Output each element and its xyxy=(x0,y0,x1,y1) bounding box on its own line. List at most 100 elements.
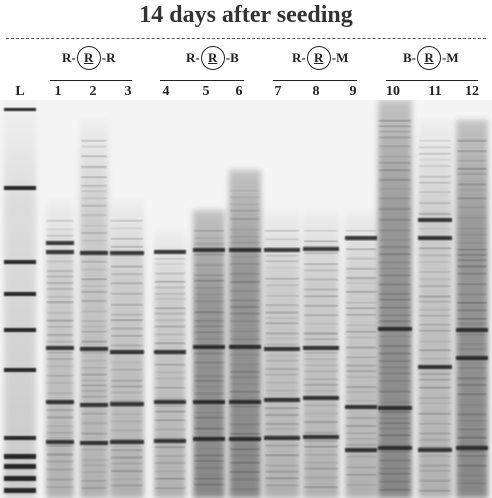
strong-band xyxy=(456,356,488,360)
group-rule-3 xyxy=(273,80,357,81)
group-2-left: R xyxy=(186,50,196,65)
sample-lane-4 xyxy=(154,230,186,498)
strong-band xyxy=(46,346,74,350)
lane-label-7: 7 xyxy=(274,84,282,99)
sample-lane-3 xyxy=(110,200,144,498)
strong-band xyxy=(303,346,339,350)
lane-label-4: 4 xyxy=(162,84,170,99)
strong-band xyxy=(378,446,412,450)
sample-lane-6 xyxy=(229,170,261,498)
strong-band xyxy=(193,437,225,441)
sample-lane-12 xyxy=(456,120,488,498)
ladder-band xyxy=(4,488,36,493)
lane-label-3: 3 xyxy=(124,84,132,99)
strong-band xyxy=(229,400,261,404)
strong-band xyxy=(110,350,144,354)
group-label-3: R- R- M xyxy=(292,46,349,70)
group-4-left: B xyxy=(403,50,412,65)
strong-band xyxy=(456,446,488,450)
group-rule-1 xyxy=(50,80,132,81)
group-4-right: M xyxy=(446,50,459,65)
lane-label-8: 8 xyxy=(312,84,320,99)
strong-band xyxy=(80,441,108,445)
dashed-divider xyxy=(6,38,486,39)
strong-band xyxy=(264,248,300,252)
strong-band xyxy=(80,403,108,407)
strong-band xyxy=(154,400,186,404)
strong-band xyxy=(264,436,300,440)
figure-title: 14 days after seeding xyxy=(139,2,353,28)
sample-lane-1 xyxy=(46,200,74,498)
strong-band xyxy=(110,440,144,444)
sample-lane-9 xyxy=(345,210,377,498)
strong-band xyxy=(345,448,377,452)
strong-band xyxy=(154,350,186,354)
strong-band xyxy=(418,236,452,240)
lane-label-9: 9 xyxy=(349,84,357,99)
strong-band xyxy=(229,248,261,252)
ladder-lane xyxy=(4,100,36,498)
sample-lane-2 xyxy=(80,120,108,498)
lane-label-5: 5 xyxy=(202,84,210,99)
strong-band xyxy=(418,365,452,369)
strong-band xyxy=(303,396,339,400)
strong-band xyxy=(193,248,225,252)
sample-lane-5 xyxy=(193,210,225,498)
gel-lanes xyxy=(4,100,488,498)
group-4-mid: R xyxy=(417,46,442,70)
strong-band xyxy=(110,251,144,255)
strong-band xyxy=(80,347,108,351)
lane-label-12: 12 xyxy=(465,84,479,99)
ladder-band xyxy=(4,464,36,469)
group-3-right: M xyxy=(336,50,349,65)
group-rule-4 xyxy=(386,80,478,81)
group-2-mid: R xyxy=(200,46,225,70)
strong-band xyxy=(378,327,412,331)
strong-band xyxy=(46,241,74,245)
group-label-2: R- R- B xyxy=(186,46,239,70)
gel-electrophoresis-image xyxy=(0,100,492,498)
ladder-band xyxy=(4,436,36,440)
strong-band xyxy=(345,236,377,240)
ladder-band xyxy=(4,368,36,372)
strong-band xyxy=(345,405,377,409)
group-rule-2 xyxy=(160,80,244,81)
group-3-left: R xyxy=(292,50,302,65)
strong-band xyxy=(418,218,452,222)
ladder-band xyxy=(4,454,36,459)
group-1-mid: R xyxy=(76,46,101,70)
ladder-band xyxy=(4,476,36,481)
group-1-right: R xyxy=(106,50,116,65)
strong-band xyxy=(456,328,488,332)
ladder-band xyxy=(4,260,36,264)
strong-band xyxy=(154,439,186,443)
group-1-left: R xyxy=(62,50,72,65)
strong-band xyxy=(229,345,261,349)
strong-band xyxy=(46,440,74,444)
strong-band xyxy=(229,437,261,441)
ladder-band xyxy=(4,328,36,332)
strong-band xyxy=(418,448,452,452)
group-label-4: B- R- M xyxy=(403,46,459,70)
sample-lane-7 xyxy=(264,210,300,498)
group-label-1: R- R- R xyxy=(62,46,116,70)
strong-band xyxy=(193,400,225,404)
lane-label-L: L xyxy=(15,84,25,99)
lane-label-6: 6 xyxy=(235,84,243,99)
ladder-band xyxy=(4,292,36,296)
ladder-band xyxy=(4,108,36,111)
strong-band xyxy=(80,251,108,255)
strong-band xyxy=(154,250,186,254)
group-3-mid: R xyxy=(306,46,331,70)
strong-band xyxy=(193,345,225,349)
strong-band xyxy=(303,435,339,439)
lane-label-1: 1 xyxy=(54,84,62,99)
strong-band xyxy=(110,402,144,406)
sample-lane-11 xyxy=(418,120,452,498)
strong-band xyxy=(303,247,339,251)
strong-band xyxy=(46,400,74,404)
strong-band xyxy=(264,398,300,402)
lane-label-2: 2 xyxy=(89,84,97,99)
ladder-band xyxy=(4,186,36,190)
lane-label-11: 11 xyxy=(428,84,442,99)
